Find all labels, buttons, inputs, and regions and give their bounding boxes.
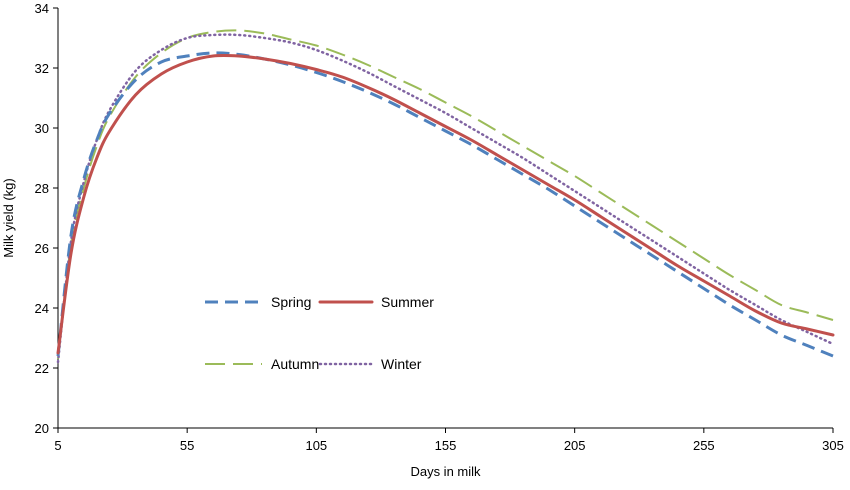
y-tick-label: 34 xyxy=(35,1,49,16)
legend-label-summer: Summer xyxy=(381,294,434,310)
series-line-spring xyxy=(56,51,834,358)
y-tick-label: 26 xyxy=(35,241,49,256)
y-axis-title: Milk yield (kg) xyxy=(1,178,16,257)
series-line-summer xyxy=(56,53,835,355)
series-line-autumn xyxy=(57,29,834,360)
x-tick-label: 5 xyxy=(54,438,61,453)
x-tick-label: 255 xyxy=(693,438,715,453)
legend-label-spring: Spring xyxy=(271,294,311,310)
legend: Spring Summer Autumn Winter xyxy=(205,294,434,372)
x-tick-label: 305 xyxy=(822,438,844,453)
series-lines xyxy=(56,29,835,364)
x-tick-label: 105 xyxy=(305,438,327,453)
x-tick-label: 205 xyxy=(564,438,586,453)
y-tick-label: 24 xyxy=(35,301,49,316)
y-tick-label: 30 xyxy=(35,121,49,136)
legend-label-winter: Winter xyxy=(381,356,422,372)
y-tick-label: 20 xyxy=(35,421,49,436)
series-line-winter xyxy=(56,33,835,364)
y-tick-label: 28 xyxy=(35,181,49,196)
x-tick-label: 55 xyxy=(180,438,194,453)
x-axis-title: Days in milk xyxy=(410,464,481,479)
x-tick-label: 155 xyxy=(435,438,457,453)
axes xyxy=(57,8,833,429)
legend-label-autumn: Autumn xyxy=(271,356,319,372)
y-tick-label: 22 xyxy=(35,361,49,376)
y-tick-label: 32 xyxy=(35,61,49,76)
